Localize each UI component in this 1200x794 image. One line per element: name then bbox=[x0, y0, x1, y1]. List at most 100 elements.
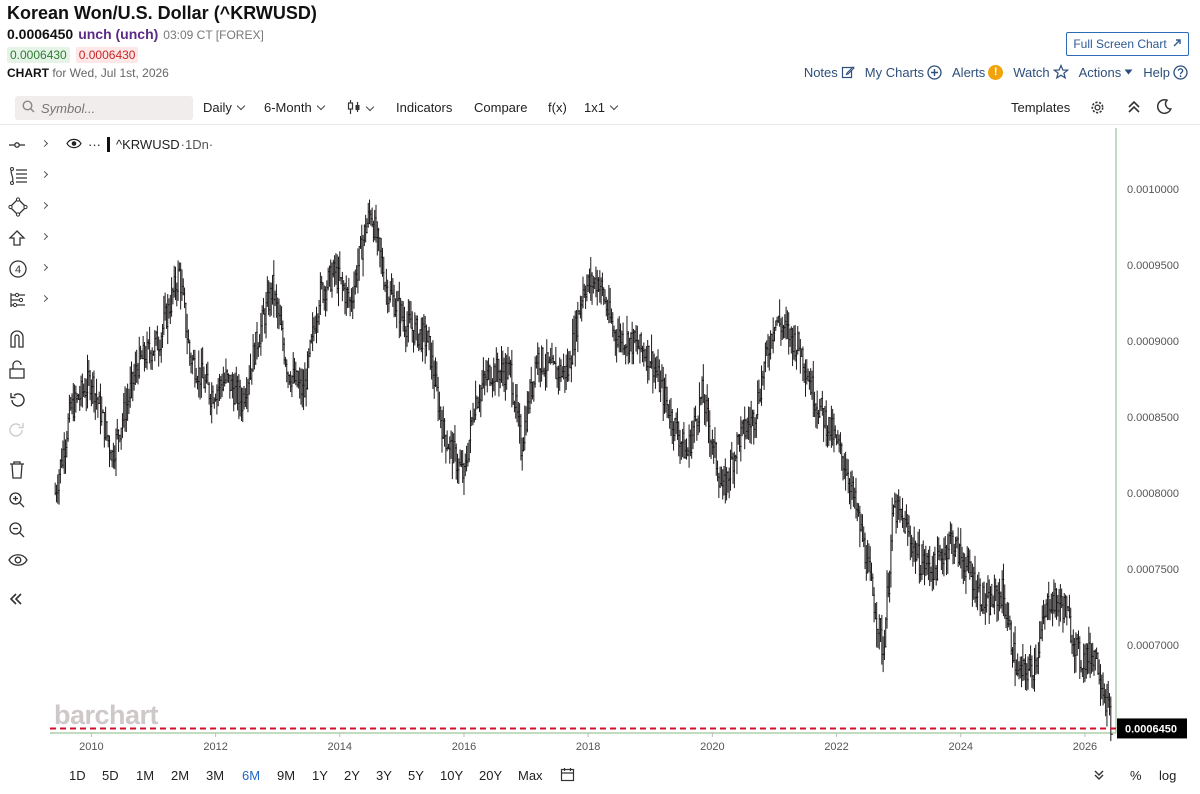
legend-interval: ·1Dn· bbox=[180, 137, 214, 152]
redo-tool[interactable] bbox=[8, 418, 48, 442]
quote-time: 03:09 CT [FOREX] bbox=[163, 28, 264, 42]
layout-dropdown[interactable]: 1x1 bbox=[584, 100, 619, 115]
chevron-down-icon bbox=[365, 102, 375, 112]
x-tick-label: 2016 bbox=[452, 741, 476, 753]
price-bar bbox=[469, 410, 473, 454]
expand-arrow-icon bbox=[40, 232, 49, 241]
range-button-20y[interactable]: 20Y bbox=[479, 768, 503, 783]
collapse-toolbar[interactable] bbox=[8, 587, 48, 611]
watch-label: Watch bbox=[1013, 64, 1050, 80]
numbered-circle-icon: 4 bbox=[8, 259, 28, 279]
my-charts-label: My Charts bbox=[864, 64, 925, 80]
range-button-max[interactable]: Max bbox=[518, 768, 543, 783]
indicators-button[interactable]: Indicators bbox=[396, 100, 453, 115]
y-tick-label: 0.0007500 bbox=[1127, 564, 1179, 576]
layout-label: 1x1 bbox=[584, 100, 605, 115]
bid-ask: 0.0006430 0.0006430 bbox=[7, 47, 139, 63]
eye-icon[interactable] bbox=[66, 137, 82, 152]
eye-icon bbox=[8, 553, 28, 567]
edit-icon bbox=[841, 65, 855, 79]
range-button-10y[interactable]: 10Y bbox=[440, 768, 464, 783]
fib-lines-icon bbox=[8, 167, 28, 185]
svg-text:4: 4 bbox=[15, 264, 21, 276]
interval-dropdown[interactable]: Daily bbox=[203, 100, 246, 115]
watch-link[interactable]: Watch bbox=[1013, 64, 1069, 80]
price-bar bbox=[273, 260, 276, 318]
shape-icon bbox=[8, 197, 28, 217]
collapse-icon[interactable] bbox=[1127, 99, 1141, 115]
line-tool[interactable] bbox=[8, 133, 49, 157]
log-toggle[interactable]: log bbox=[1159, 768, 1177, 783]
period-dropdown[interactable]: 6-Month bbox=[264, 100, 325, 115]
help-circle-icon bbox=[1173, 64, 1188, 80]
x-tick-label: 2020 bbox=[700, 741, 724, 753]
help-label: Help bbox=[1143, 64, 1170, 80]
legend-menu-icon[interactable]: ··· bbox=[88, 137, 101, 152]
y-tick-label: 0.0008000 bbox=[1127, 488, 1179, 500]
range-button-9m[interactable]: 9M bbox=[277, 768, 296, 783]
notes-link[interactable]: Notes bbox=[804, 65, 855, 80]
templates-button[interactable]: Templates bbox=[1011, 100, 1071, 115]
annotation-tool[interactable]: 4 bbox=[8, 257, 49, 281]
my-charts-link[interactable]: My Charts bbox=[865, 65, 942, 80]
price-chart[interactable]: 0.0010000 0.0009500 0.0009000 0.0008500 0.00… bbox=[50, 128, 1200, 754]
zoom-out-tool[interactable] bbox=[8, 518, 48, 542]
measure-tool[interactable] bbox=[8, 288, 49, 312]
delete-tool[interactable] bbox=[8, 458, 48, 482]
price-bar bbox=[1079, 636, 1082, 679]
visibility-tool[interactable] bbox=[8, 548, 48, 572]
undo-tool[interactable] bbox=[8, 388, 48, 412]
magnet-tool[interactable] bbox=[8, 327, 48, 351]
toolbar-divider bbox=[0, 124, 1200, 125]
x-tick-label: 2014 bbox=[328, 741, 352, 753]
range-button-1d[interactable]: 1D bbox=[69, 768, 86, 783]
full-screen-chart-button[interactable]: Full Screen Chart bbox=[1066, 32, 1189, 56]
alerts-link[interactable]: Alerts ! bbox=[952, 64, 1004, 80]
candlestick-icon bbox=[347, 99, 361, 118]
percent-toggle[interactable]: % bbox=[1130, 768, 1142, 783]
top-links: Notes My Charts Alerts ! Watch Actions H… bbox=[794, 64, 1188, 80]
range-button-2m[interactable]: 2M bbox=[171, 768, 190, 783]
range-button-1m[interactable]: 1M bbox=[136, 768, 155, 783]
range-button-3m[interactable]: 3M bbox=[206, 768, 225, 783]
y-tick-label: 0.0009500 bbox=[1127, 260, 1179, 272]
symbol-input[interactable] bbox=[41, 100, 181, 116]
zoom-in-tool[interactable] bbox=[8, 488, 48, 512]
actions-menu[interactable]: Actions bbox=[1079, 65, 1134, 80]
unlock-icon bbox=[8, 360, 26, 380]
price-bar bbox=[207, 361, 210, 385]
zoom-in-icon bbox=[8, 491, 26, 509]
expand-arrow-icon bbox=[40, 170, 49, 179]
symbol-search[interactable] bbox=[15, 96, 193, 120]
last-price: 0.0006450 bbox=[7, 26, 74, 42]
calendar-icon[interactable] bbox=[560, 767, 575, 785]
range-button-5y[interactable]: 5Y bbox=[408, 768, 424, 783]
expand-down-icon[interactable] bbox=[1093, 769, 1105, 784]
range-button-1y[interactable]: 1Y bbox=[312, 768, 328, 783]
lock-tool[interactable] bbox=[8, 358, 48, 382]
chart-type-dropdown[interactable] bbox=[347, 99, 375, 118]
arrow-tool[interactable] bbox=[8, 226, 49, 250]
dark-mode-moon-icon[interactable] bbox=[1156, 98, 1173, 115]
range-button-3y[interactable]: 3Y bbox=[376, 768, 392, 783]
range-button-5d[interactable]: 5D bbox=[102, 768, 119, 783]
compare-button[interactable]: Compare bbox=[474, 100, 528, 115]
legend-symbol: ^KRWUSD bbox=[116, 137, 180, 152]
range-button-2y[interactable]: 2Y bbox=[344, 768, 360, 783]
help-link[interactable]: Help bbox=[1143, 65, 1188, 80]
x-tick-label: 2022 bbox=[824, 741, 848, 753]
shape-tool[interactable] bbox=[8, 195, 49, 219]
page-title: Korean Won/U.S. Dollar (^KRWUSD) bbox=[7, 3, 317, 23]
price-bar bbox=[1014, 626, 1018, 687]
chart-label: CHART bbox=[7, 66, 49, 80]
fx-button[interactable]: f(x) bbox=[548, 100, 567, 115]
fibonacci-tool[interactable] bbox=[8, 164, 49, 188]
zoom-out-icon bbox=[8, 521, 26, 539]
settings-gear-icon[interactable] bbox=[1089, 99, 1106, 116]
y-tick-label: 0.0007000 bbox=[1127, 640, 1179, 652]
y-tick-label: 0.0008500 bbox=[1127, 412, 1179, 424]
price-bar bbox=[146, 331, 150, 370]
chart-canvas[interactable]: 0.0010000 0.0009500 0.0009000 0.0008500 0.00… bbox=[50, 128, 1200, 754]
range-button-6m[interactable]: 6M bbox=[242, 768, 261, 783]
line-tool-icon bbox=[8, 136, 26, 154]
